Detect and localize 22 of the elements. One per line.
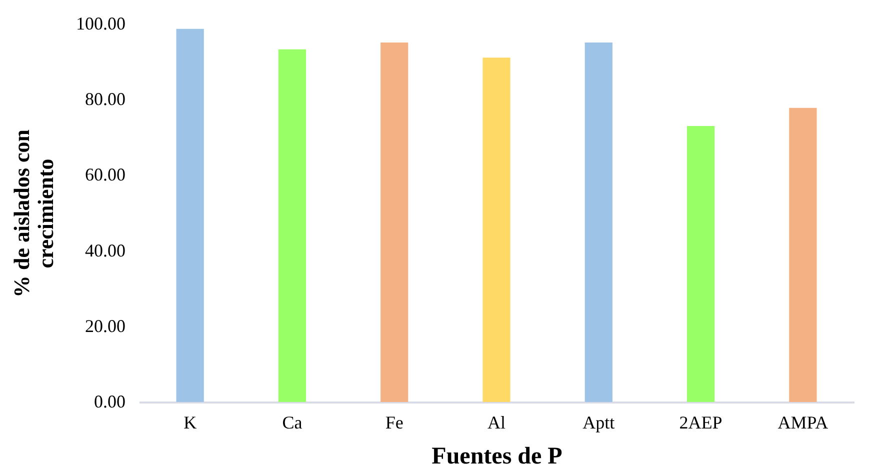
bar [482,58,510,402]
x-tick-label: 2AEP [679,412,722,432]
x-axis-title: Fuentes de P [432,444,562,470]
bar [789,108,817,402]
x-tick-label: Ca [282,412,302,432]
y-tick-label: 20.00 [85,316,126,336]
y-tick-label: 80.00 [85,89,126,110]
bar [686,126,715,402]
y-tick-label: 0.00 [94,392,126,412]
bar [278,49,306,402]
x-tick-label: K [184,412,197,432]
x-tick-label: AMPA [778,412,828,432]
bar [584,42,612,402]
bar [380,42,408,402]
x-tick-label: Aptt [582,412,615,432]
y-tick-label: 60.00 [85,164,126,185]
x-tick-label: Al [488,412,506,432]
x-tick-label: Fe [385,412,404,432]
y-tick-label: 40.00 [85,240,126,260]
y-axis-title: % de aislados con crecimiento [9,129,58,298]
bar [176,28,204,402]
y-tick-label: 100.00 [76,14,126,34]
